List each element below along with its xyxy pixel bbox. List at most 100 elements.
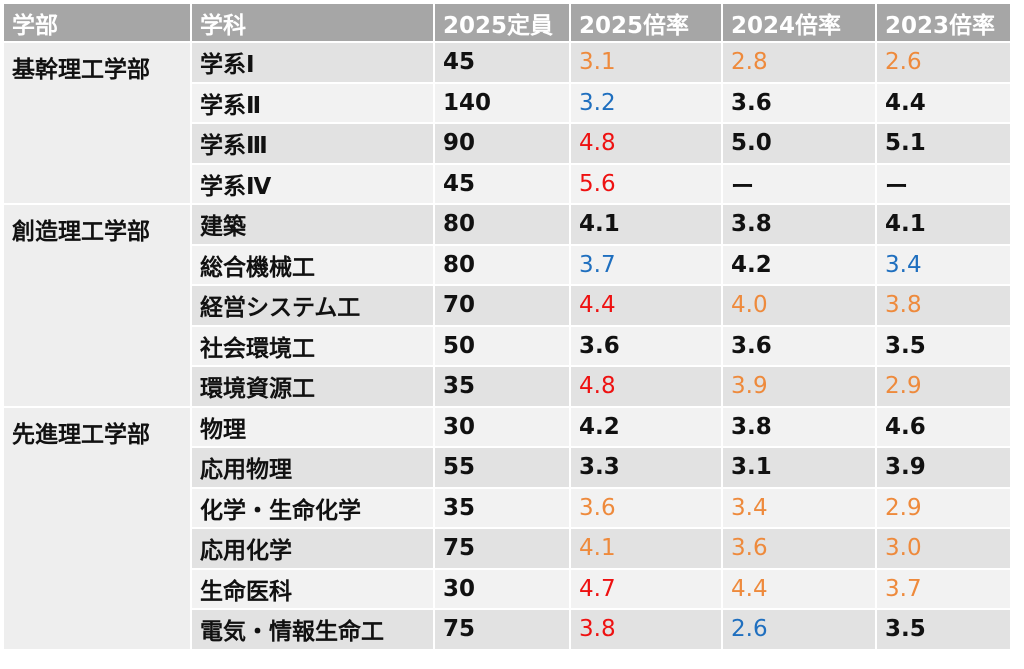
capacity-cell: 45 — [435, 164, 569, 203]
ratio-2023-cell: 4.1 — [877, 205, 1010, 244]
ratio-2024-cell: 3.6 — [723, 326, 875, 365]
ratio-2024-cell: 3.9 — [723, 367, 875, 406]
department-cell: 応用物理 — [192, 448, 433, 487]
department-cell: 学系Ⅱ — [192, 83, 433, 122]
table-row: 化学・生命化学 35 3.6 3.4 2.9 — [4, 488, 1010, 527]
table-row: 社会環境工 50 3.6 3.6 3.5 — [4, 326, 1010, 365]
ratio-2023-cell: 3.5 — [877, 610, 1010, 649]
ratio-2023-cell: 2.9 — [877, 367, 1010, 406]
header-ratio-2023: 2023倍率 — [877, 4, 1010, 41]
table-row: 学系Ⅳ 45 5.6 ーー — [4, 164, 1010, 203]
admission-ratio-table: 学部 学科 2025定員 2025倍率 2024倍率 2023倍率 基幹理工学部… — [2, 2, 1012, 651]
faculty-cell: 基幹理工学部 — [4, 43, 190, 203]
header-ratio-2024: 2024倍率 — [723, 4, 875, 41]
ratio-2023-cell: 3.9 — [877, 448, 1010, 487]
capacity-cell: 75 — [435, 610, 569, 649]
ratio-2025-cell: 4.1 — [571, 529, 721, 568]
ratio-2023-cell: 3.8 — [877, 286, 1010, 325]
capacity-cell: 80 — [435, 205, 569, 244]
ratio-2025-cell: 3.6 — [571, 326, 721, 365]
department-cell: 電気・情報生命工 — [192, 610, 433, 649]
ratio-2023-cell: 3.4 — [877, 245, 1010, 284]
ratio-2024-cell: 4.0 — [723, 286, 875, 325]
capacity-cell: 35 — [435, 488, 569, 527]
ratio-2023-cell: 4.4 — [877, 83, 1010, 122]
table-row: 先進理工学部 物理 30 4.2 3.8 4.6 — [4, 407, 1010, 649]
header-faculty: 学部 — [4, 4, 190, 41]
capacity-cell: 75 — [435, 529, 569, 568]
table-body: 基幹理工学部 学系Ⅰ 45 3.1 2.8 2.6 学系Ⅱ 140 3.2 3.6 4.4 学系Ⅲ 90… — [4, 43, 1010, 649]
ratio-2025-cell: 4.4 — [571, 286, 721, 325]
table-row: 電気・情報生命工 75 3.8 2.6 3.5 — [4, 610, 1010, 649]
ratio-2023-cell: ー — [877, 164, 1010, 203]
ratio-2023-cell: 2.6 — [877, 43, 1010, 82]
ratio-2025-cell: 4.2 — [571, 407, 721, 446]
header-capacity-2025: 2025定員 — [435, 4, 569, 41]
ratio-2023-cell: 4.6 — [877, 407, 1010, 446]
capacity-cell: 50 — [435, 326, 569, 365]
ratio-2025-cell: 3.1 — [571, 43, 721, 82]
ratio-2024-cell: 3.4 — [723, 488, 875, 527]
ratio-2024-cell: 2.6 — [723, 610, 875, 649]
capacity-cell: 55 — [435, 448, 569, 487]
department-cell: 学系Ⅲ — [192, 124, 433, 163]
ratio-2025-cell: 4.8 — [571, 124, 721, 163]
capacity-cell: 80 — [435, 245, 569, 284]
capacity-cell: 70 — [435, 286, 569, 325]
department-cell: 建築 — [192, 205, 433, 244]
ratio-2025-cell: 3.8 — [571, 610, 721, 649]
ratio-2024-cell: 4.4 — [723, 569, 875, 608]
ratio-2024-cell: 3.1 — [723, 448, 875, 487]
table-row: 環境資源工 35 4.8 3.9 2.9 — [4, 367, 1010, 406]
ratio-2023-cell: 3.0 — [877, 529, 1010, 568]
department-cell: 生命医科 — [192, 569, 433, 608]
ratio-2023-cell: 3.5 — [877, 326, 1010, 365]
ratio-2024-cell: 5.0 — [723, 124, 875, 163]
table-row: 応用物理 55 3.3 3.1 3.9 — [4, 448, 1010, 487]
department-cell: 総合機械工 — [192, 245, 433, 284]
faculty-cell: 創造理工学部 — [4, 205, 190, 406]
ratio-2024-cell: 3.6 — [723, 529, 875, 568]
ratio-2025-cell: 3.6 — [571, 488, 721, 527]
ratio-2025-cell: 3.7 — [571, 245, 721, 284]
capacity-cell: 30 — [435, 569, 569, 608]
table-row: 応用化学 75 4.1 3.6 3.0 — [4, 529, 1010, 568]
ratio-2025-cell: 3.3 — [571, 448, 721, 487]
capacity-cell: 90 — [435, 124, 569, 163]
department-cell: 学系Ⅳ — [192, 164, 433, 203]
table-row: 学系Ⅲ 90 4.8 5.0 5.1 — [4, 124, 1010, 163]
header-department: 学科 — [192, 4, 433, 41]
table-row: 総合機械工 80 3.7 4.2 3.4 — [4, 245, 1010, 284]
capacity-cell: 140 — [435, 83, 569, 122]
department-cell: 化学・生命化学 — [192, 488, 433, 527]
ratio-2023-cell: 3.7 — [877, 569, 1010, 608]
ratio-2024-cell: 2.8 — [723, 43, 875, 82]
table-row: 経営システム工 70 4.4 4.0 3.8 — [4, 286, 1010, 325]
ratio-2025-cell: 4.1 — [571, 205, 721, 244]
ratio-2023-cell: 2.9 — [877, 488, 1010, 527]
ratio-2024-cell: 3.8 — [723, 205, 875, 244]
ratio-2025-cell: 3.2 — [571, 83, 721, 122]
capacity-cell: 45 — [435, 43, 569, 82]
header-ratio-2025: 2025倍率 — [571, 4, 721, 41]
ratio-2025-cell: 5.6 — [571, 164, 721, 203]
department-cell: 物理 — [192, 407, 433, 446]
ratio-2025-cell: 4.8 — [571, 367, 721, 406]
department-cell: 社会環境工 — [192, 326, 433, 365]
capacity-cell: 35 — [435, 367, 569, 406]
department-cell: 応用化学 — [192, 529, 433, 568]
faculty-cell: 先進理工学部 — [4, 407, 190, 649]
table-row: 学系Ⅱ 140 3.2 3.6 4.4 — [4, 83, 1010, 122]
ratio-2024-cell: 3.6 — [723, 83, 875, 122]
table-row: 生命医科 30 4.7 4.4 3.7 — [4, 569, 1010, 608]
department-cell: 経営システム工 — [192, 286, 433, 325]
ratio-2024-cell: ー — [723, 164, 875, 203]
header-row: 学部 学科 2025定員 2025倍率 2024倍率 2023倍率 — [4, 4, 1010, 41]
table-row: 創造理工学部 建築 80 4.1 3.8 4.1 — [4, 205, 1010, 406]
capacity-cell: 30 — [435, 407, 569, 446]
ratio-2024-cell: 4.2 — [723, 245, 875, 284]
department-cell: 学系Ⅰ — [192, 43, 433, 82]
table-row: 基幹理工学部 学系Ⅰ 45 3.1 2.8 2.6 — [4, 43, 1010, 203]
ratio-2023-cell: 5.1 — [877, 124, 1010, 163]
department-cell: 環境資源工 — [192, 367, 433, 406]
